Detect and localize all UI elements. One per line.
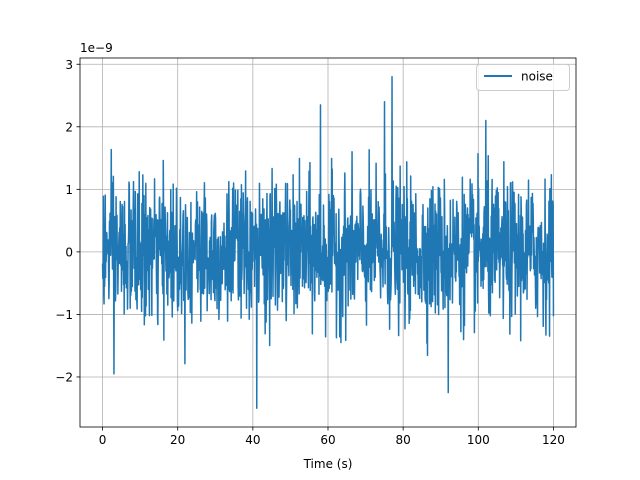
legend: noise	[476, 64, 570, 91]
x-tick-label: 120	[542, 433, 565, 447]
x-axis-label: Time (s)	[303, 457, 353, 471]
y-tick-label: 2	[65, 120, 73, 134]
x-tick-label: 80	[396, 433, 411, 447]
y-tick-label: 0	[65, 245, 73, 259]
y-offset-label: 1e−9	[80, 41, 113, 55]
ticks: 0 20 40 60 80 100 120 −2 −1 0 1 2 3	[55, 58, 565, 447]
legend-box	[476, 64, 570, 91]
y-tick-label: −1	[55, 308, 73, 322]
y-tick-label: 1	[65, 183, 73, 197]
x-tick-label: 100	[467, 433, 490, 447]
series-line-noise	[101, 76, 555, 409]
y-tick-label: −2	[55, 370, 73, 384]
x-tick-label: 40	[245, 433, 260, 447]
x-tick-label: 60	[320, 433, 335, 447]
y-tick-label: 3	[65, 58, 73, 72]
x-tick-label: 0	[99, 433, 107, 447]
x-tick-label: 20	[170, 433, 185, 447]
series-layer	[101, 76, 555, 409]
legend-label-noise: noise	[521, 70, 553, 84]
